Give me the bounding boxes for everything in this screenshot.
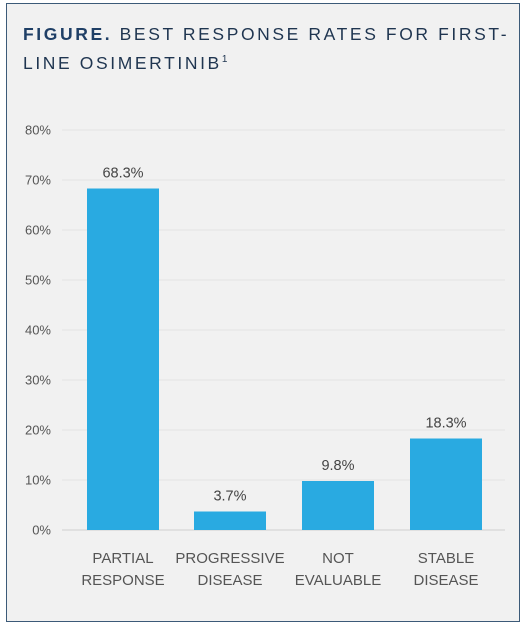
figure-title-lead: FIGURE.: [23, 24, 113, 44]
y-tick-label: 70%: [25, 173, 51, 188]
data-label: 18.3%: [425, 416, 466, 432]
x-category-label: PARTIAL: [92, 550, 153, 567]
y-tick-label: 40%: [25, 323, 51, 338]
x-category-label: EVALUABLE: [295, 572, 381, 589]
y-tick-label: 10%: [25, 473, 51, 488]
bar: [302, 481, 374, 530]
figure-title: FIGURE. BEST RESPONSE RATES FOR FIRST-LI…: [23, 21, 513, 76]
x-category-label: RESPONSE: [81, 572, 164, 589]
x-category-label: DISEASE: [197, 572, 262, 589]
y-tick-label: 80%: [25, 123, 51, 138]
bar: [87, 188, 159, 530]
x-category-label: PROGRESSIVE: [175, 550, 284, 567]
y-tick-label: 50%: [25, 273, 51, 288]
figure-title-text: BEST RESPONSE RATES FOR FIRST-LINE OSIME…: [23, 24, 510, 73]
x-category-label: NOT: [322, 550, 354, 567]
y-tick-label: 0%: [32, 523, 51, 538]
x-category-label: STABLE: [418, 550, 474, 567]
y-tick-label: 60%: [25, 223, 51, 238]
y-tick-label: 30%: [25, 373, 51, 388]
data-label: 68.3%: [102, 166, 143, 182]
data-label: 9.8%: [321, 458, 354, 474]
figure-title-reference: 1: [221, 54, 228, 65]
bar: [194, 511, 266, 530]
y-tick-label: 20%: [25, 423, 51, 438]
x-category-label: DISEASE: [413, 572, 478, 589]
bar: [410, 438, 482, 530]
data-label: 3.7%: [213, 489, 246, 505]
